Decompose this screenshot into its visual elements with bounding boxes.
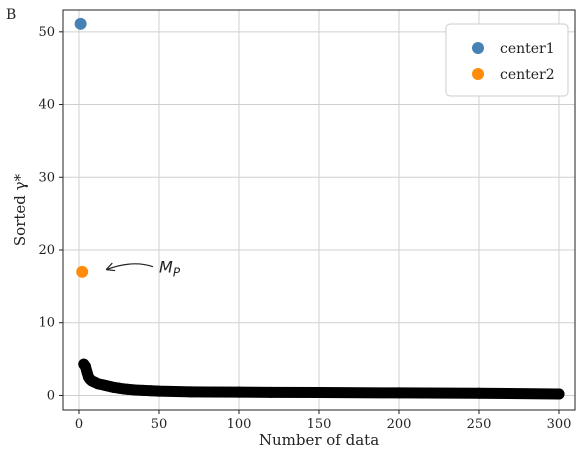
y-axis-label: Sorted γ* <box>11 173 29 246</box>
black-data-point <box>121 383 133 395</box>
y-tick-label: 50 <box>38 25 55 40</box>
black-data-point <box>169 385 181 397</box>
x-tick-label: 200 <box>387 417 412 432</box>
x-axis-ticks: 0 50 100 150 200 250 300 <box>75 410 572 432</box>
black-data-point <box>201 386 213 398</box>
x-tick-label: 300 <box>547 417 572 432</box>
legend-label-center2: center2 <box>500 67 555 83</box>
black-data-point <box>129 384 141 396</box>
legend: center1 center2 <box>445 23 569 97</box>
black-data-point <box>185 386 197 398</box>
y-tick-label: 0 <box>47 388 55 403</box>
y-tick-label: 20 <box>38 243 55 258</box>
black-data-point <box>265 386 277 398</box>
x-tick-label: 0 <box>75 417 83 432</box>
black-data-point <box>145 385 157 397</box>
x-tick-label: 50 <box>151 417 168 432</box>
annotation-label: MP <box>159 258 181 280</box>
legend-marker-center2 <box>472 68 484 80</box>
x-tick-label: 250 <box>467 417 492 432</box>
y-tick-label: 30 <box>38 170 55 185</box>
black-data-point <box>553 388 565 400</box>
y-tick-label: 10 <box>38 316 55 331</box>
x-tick-label: 150 <box>307 417 332 432</box>
black-data-point <box>393 387 405 399</box>
annotation-arrow <box>105 262 154 272</box>
black-data-point <box>473 387 485 399</box>
y-axis-ticks: 0 10 20 30 40 50 <box>38 25 63 403</box>
x-tick-label: 100 <box>227 417 252 432</box>
annotation: MP <box>105 258 181 280</box>
black-data-point <box>137 384 149 396</box>
legend-marker-center1 <box>472 42 484 54</box>
panel-label: B <box>6 7 16 23</box>
legend-label-center1: center1 <box>500 41 555 57</box>
center1-point <box>74 17 87 30</box>
black-data-point <box>233 386 245 398</box>
data-points <box>74 17 565 400</box>
x-axis-label: Number of data <box>259 431 379 449</box>
y-tick-label: 40 <box>38 98 55 113</box>
black-data-point <box>313 387 325 399</box>
center2-point <box>76 265 89 278</box>
legend-box <box>445 23 569 97</box>
black-data-point <box>153 385 165 397</box>
